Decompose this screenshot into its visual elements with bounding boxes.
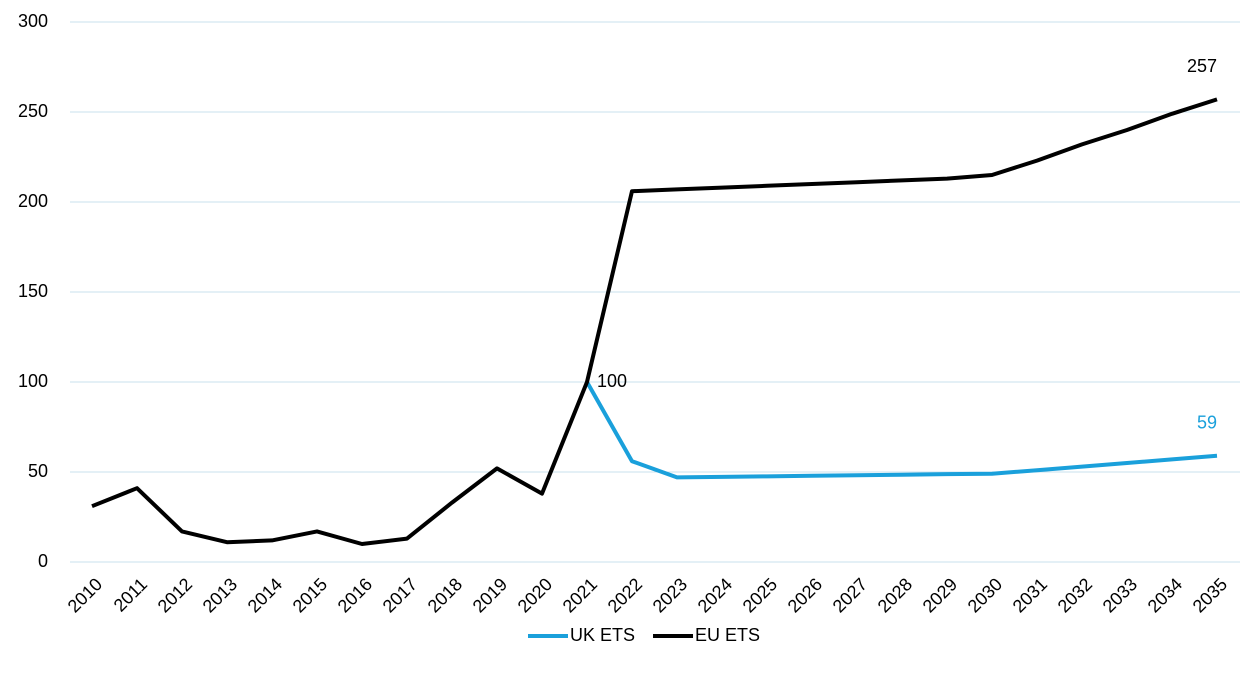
x-tick-label: 2029 xyxy=(919,574,961,616)
x-tick-label: 2019 xyxy=(469,574,511,616)
x-tick-label: 2024 xyxy=(694,574,736,616)
x-tick-label: 2011 xyxy=(110,574,152,616)
data-label: 59 xyxy=(1197,413,1217,433)
x-tick-label: 2033 xyxy=(1099,574,1141,616)
x-tick-label: 2012 xyxy=(154,574,196,616)
x-tick-label: 2034 xyxy=(1144,574,1186,616)
x-tick-label: 2022 xyxy=(604,574,646,616)
data-label: 100 xyxy=(597,371,627,391)
y-tick-label: 50 xyxy=(28,461,48,481)
x-tick-label: 2026 xyxy=(784,574,826,616)
x-tick-label: 2027 xyxy=(829,574,871,616)
x-tick-label: 2015 xyxy=(289,574,331,616)
x-tick-label: 2010 xyxy=(64,574,106,616)
line-series xyxy=(585,381,1218,480)
x-tick-label: 2016 xyxy=(334,574,376,616)
x-tick-label: 2031 xyxy=(1009,574,1051,616)
x-tick-label: 2023 xyxy=(649,574,691,616)
x-tick-label: 2025 xyxy=(739,574,781,616)
x-tick-label: 2035 xyxy=(1189,574,1231,616)
data-label: 257 xyxy=(1187,56,1217,76)
x-tick-label: 2030 xyxy=(964,574,1006,616)
line-series xyxy=(91,97,1218,546)
legend-label: UK ETS xyxy=(570,625,635,645)
y-tick-label: 300 xyxy=(18,11,48,31)
y-tick-label: 0 xyxy=(38,551,48,571)
x-tick-label: 2018 xyxy=(424,574,466,616)
legend-label: EU ETS xyxy=(695,625,760,645)
x-tick-label: 2032 xyxy=(1054,574,1096,616)
y-tick-label: 100 xyxy=(18,371,48,391)
x-tick-label: 2021 xyxy=(559,574,601,616)
x-tick-label: 2017 xyxy=(379,574,421,616)
x-tick-label: 2013 xyxy=(199,574,241,616)
y-tick-label: 200 xyxy=(18,191,48,211)
x-tick-label: 2020 xyxy=(514,574,556,616)
x-tick-label: 2014 xyxy=(244,574,286,616)
y-tick-label: 250 xyxy=(18,101,48,121)
x-tick-label: 2028 xyxy=(874,574,916,616)
y-tick-label: 150 xyxy=(18,281,48,301)
